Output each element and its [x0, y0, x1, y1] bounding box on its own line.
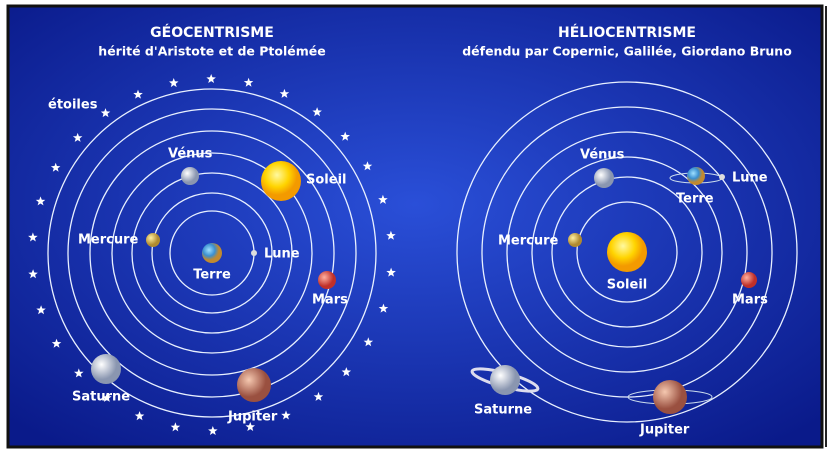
label: Mars: [732, 293, 768, 308]
page: GÉOCENTRISME hérité d'Aristote et de Pto…: [0, 0, 833, 453]
label: Mercure: [498, 234, 559, 249]
label: Saturne: [72, 390, 130, 405]
label: Vénus: [168, 147, 213, 162]
planet-mars: [318, 271, 336, 289]
label: Vénus: [580, 148, 625, 163]
planet-saturn: [91, 354, 121, 384]
panel-title: HÉLIOCENTRISME: [558, 24, 696, 41]
planet-venus: [181, 167, 199, 185]
diagram: GÉOCENTRISME hérité d'Aristote et de Pto…: [0, 0, 833, 453]
sun: [607, 232, 647, 272]
label: Terre: [193, 268, 231, 283]
planet-saturn: [490, 365, 520, 395]
label: Lune: [732, 171, 768, 186]
background: [8, 6, 822, 447]
label: Mercure: [78, 233, 139, 248]
label: Jupiter: [639, 423, 690, 438]
panel-subtitle: hérité d'Aristote et de Ptolémée: [98, 44, 325, 59]
planet-jupiter: [237, 368, 271, 402]
label: Terre: [676, 192, 714, 207]
panel-title: GÉOCENTRISME: [150, 24, 274, 41]
label: Saturne: [474, 403, 532, 418]
label: Lune: [264, 247, 300, 262]
planet-venus: [594, 168, 614, 188]
moon: [719, 174, 725, 180]
panel-subtitle: défendu par Copernic, Galilée, Giordano …: [462, 44, 792, 59]
label: Soleil: [306, 173, 346, 188]
label: étoiles: [48, 98, 98, 113]
label: Jupiter: [227, 410, 278, 425]
planet-earth: [687, 167, 705, 185]
moon: [251, 250, 257, 256]
sun: [261, 161, 301, 201]
label: Mars: [312, 293, 348, 308]
planet-jupiter: [653, 380, 687, 414]
planet-mercury: [568, 233, 582, 247]
planet-mercury: [146, 233, 160, 247]
planet-mars: [741, 272, 757, 288]
planet-earth: [202, 243, 222, 263]
label: Soleil: [607, 278, 647, 293]
